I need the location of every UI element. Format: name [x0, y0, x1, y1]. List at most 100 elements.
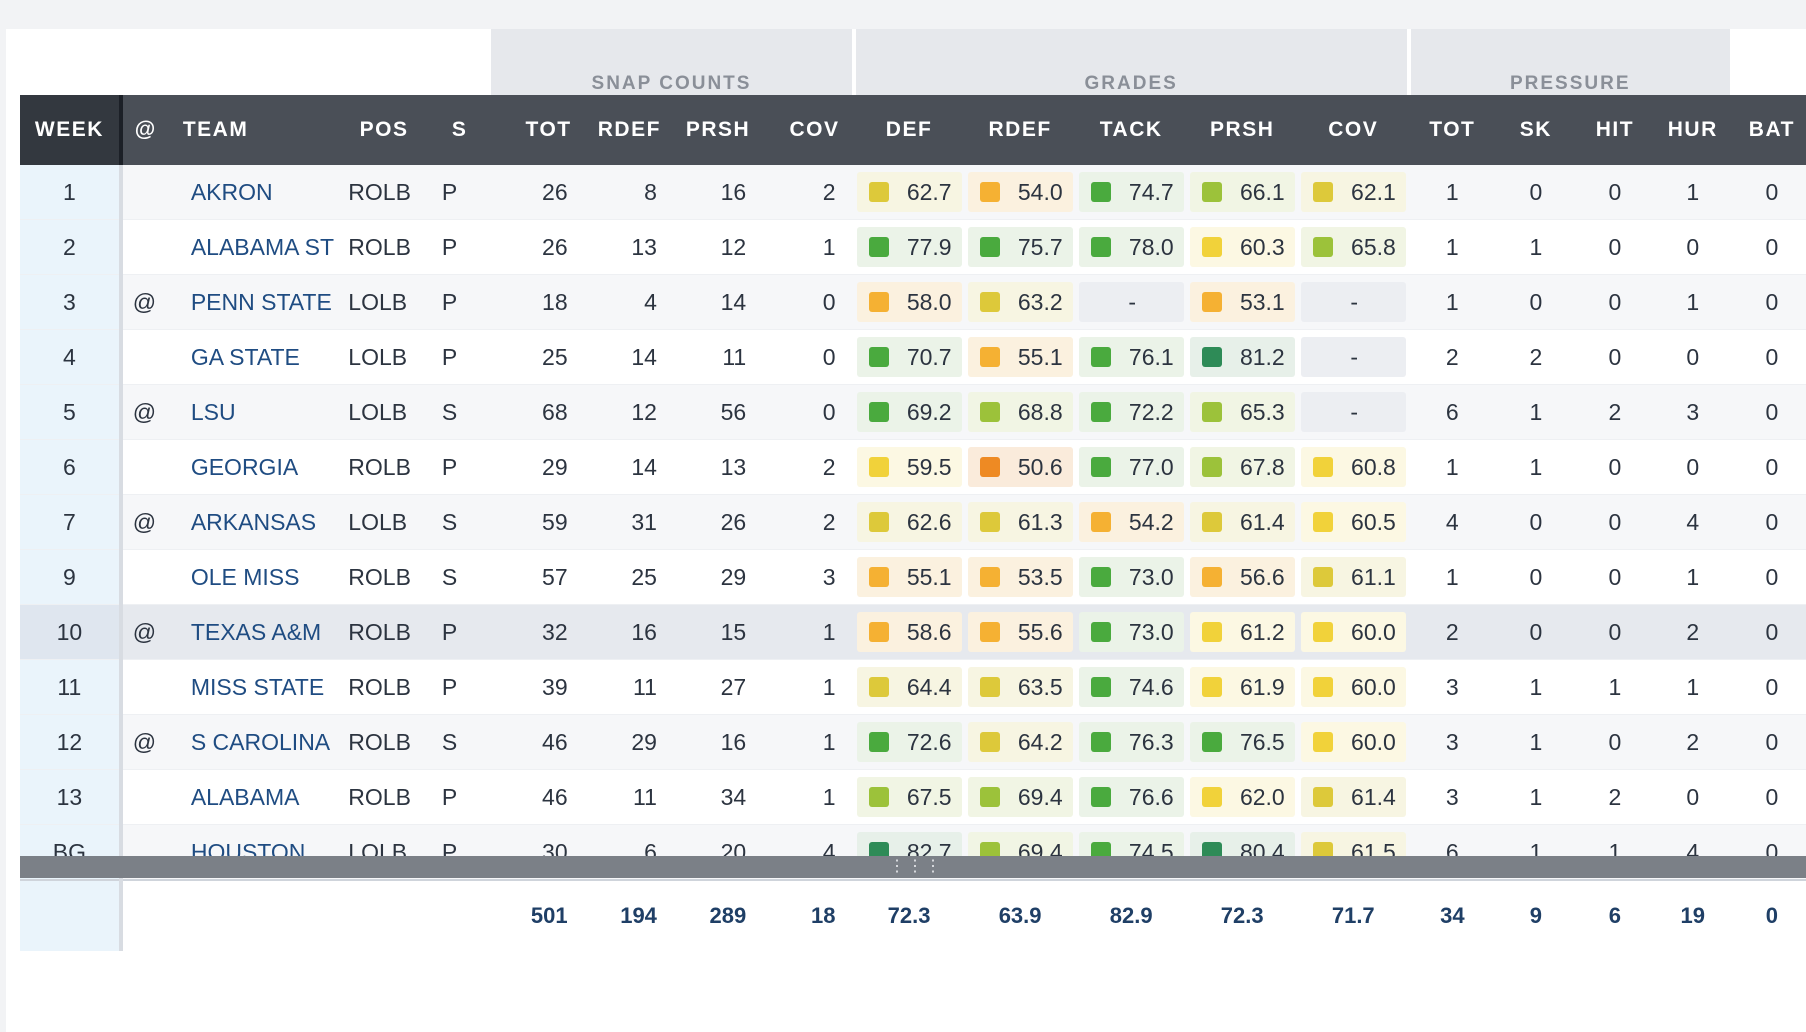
grade-chip: -: [1300, 282, 1406, 322]
team-link[interactable]: ALABAMA: [168, 769, 339, 825]
away-marker-cell: [120, 549, 169, 605]
stats-panel: SNAP COUNTS GRADES PRESSURE WEEK @ TEAM …: [6, 29, 1806, 1032]
position-cell: ROLB: [338, 165, 430, 220]
grade-cov-cell: 65.8: [1297, 219, 1409, 275]
grade-color-swatch: [1090, 237, 1111, 257]
grade-tack-cell: 74.7: [1075, 165, 1187, 220]
table-row[interactable]: 11 MISS STATE ROLB P 39 11 27 1 64.4 63.5 74.6 61.9…: [20, 659, 1806, 715]
table-row[interactable]: 12 @ S CAROLINA ROLB S 46 29 16 1 72.6 64.2 76.3 76.…: [20, 714, 1806, 770]
col-grade-tack[interactable]: TACK: [1075, 95, 1187, 165]
col-snap-cov[interactable]: COV: [764, 95, 854, 165]
snap-prsh-cell: 34: [674, 769, 765, 825]
start-cell: P: [429, 604, 490, 660]
grade-value: 56.6: [1239, 563, 1285, 590]
team-link[interactable]: ARKANSAS: [168, 494, 339, 550]
col-pressure-hur[interactable]: HUR: [1653, 95, 1732, 165]
pressure-hit-cell: 0: [1575, 219, 1654, 275]
grade-chip: 67.5: [856, 777, 962, 817]
pressure-hur-cell: 1: [1653, 549, 1732, 605]
grade-tack-cell: 77.0: [1075, 439, 1187, 495]
pressure-hur-cell: 0: [1653, 219, 1732, 275]
pressure-tot-cell: 1: [1408, 549, 1496, 605]
col-s[interactable]: S: [429, 95, 490, 165]
col-pos[interactable]: POS: [338, 95, 430, 165]
grade-tack-cell: 76.1: [1075, 329, 1187, 385]
col-snap-rdef[interactable]: RDEF: [585, 95, 675, 165]
grade-color-swatch: [1201, 457, 1222, 477]
snap-tot-cell: 25: [489, 329, 586, 385]
snap-cov-cell: 1: [764, 714, 854, 770]
table-row[interactable]: 5 @ LSU LOLB S 68 12 56 0 69.2 68.8 72.2 65.3-6 1 2 3 0: [20, 384, 1806, 440]
table-row[interactable]: 13 ALABAMA ROLB P 46 11 34 1 67.5 69.4 76.6 62.0 61.…: [20, 769, 1806, 825]
snap-tot-cell: 46: [489, 714, 586, 770]
grade-chip: 55.6: [967, 612, 1073, 652]
pressure-tot-cell: 1: [1408, 274, 1496, 330]
grade-value: 61.2: [1239, 618, 1285, 645]
col-at[interactable]: @: [120, 95, 169, 165]
team-link[interactable]: MISS STATE: [168, 659, 339, 715]
grade-chip: 77.0: [1078, 447, 1184, 487]
team-link[interactable]: GA STATE: [168, 329, 339, 385]
team-link[interactable]: LSU: [168, 384, 339, 440]
grade-value: 67.5: [906, 783, 952, 810]
pressure-tot-cell: 3: [1408, 659, 1496, 715]
team-link[interactable]: ALABAMA ST: [168, 219, 339, 275]
grade-prsh-cell: 62.0: [1186, 769, 1298, 825]
table-row[interactable]: 3 @ PENN STATE LOLB P 18 4 14 0 58.0 63.2-53.1-1 0 0…: [20, 274, 1806, 330]
grade-value: 62.1: [1351, 178, 1396, 205]
grade-chip: 72.6: [856, 722, 962, 762]
table-row[interactable]: 7 @ ARKANSAS LOLB S 59 31 26 2 62.6 61.3 54.2 61.4 60…: [20, 494, 1806, 550]
grade-color-swatch: [1312, 512, 1333, 532]
totals-row: 501 194 289 18 72.3 63.9 82.9 72.3 71.7 …: [20, 879, 1806, 951]
table-row[interactable]: 4 GA STATE LOLB P 25 14 11 0 70.7 55.1 76.1 81.2-2 2…: [20, 329, 1806, 385]
col-snap-prsh[interactable]: PRSH: [674, 95, 765, 165]
snap-cov-cell: 1: [764, 604, 854, 660]
table-row[interactable]: 1 AKRON ROLB P 26 8 16 2 62.7 54.0 74.7 66.1 62.1 1 0 0…: [20, 165, 1806, 220]
table-row[interactable]: 9 OLE MISS ROLB S 57 25 29 3 55.1 53.5 73.0 56.6 61.…: [20, 549, 1806, 605]
scroll-grip-icon[interactable]: ⋮⋮⋮: [889, 858, 943, 875]
col-grade-rdef[interactable]: RDEF: [964, 95, 1076, 165]
table-row[interactable]: 2 ALABAMA ST ROLB P 26 13 12 1 77.9 75.7 78.0 60.3 6…: [20, 219, 1806, 275]
col-pressure-hit[interactable]: HIT: [1575, 95, 1654, 165]
team-link[interactable]: TEXAS A&M: [168, 604, 339, 660]
col-snap-tot[interactable]: TOT: [489, 95, 586, 165]
pressure-bat-cell: 0: [1731, 329, 1806, 385]
pressure-hit-cell: 0: [1575, 549, 1654, 605]
team-link[interactable]: PENN STATE: [168, 274, 339, 330]
team-link[interactable]: OLE MISS: [168, 549, 339, 605]
grade-rdef-cell: 55.6: [964, 604, 1076, 660]
col-pressure-tot[interactable]: TOT: [1408, 95, 1496, 165]
horizontal-scrollbar[interactable]: ⋮⋮⋮: [20, 856, 1806, 878]
team-link[interactable]: AKRON: [168, 165, 339, 220]
grade-value: -: [1128, 288, 1136, 315]
total-snap-rdef: 194: [585, 879, 675, 951]
grade-prsh-cell: 76.5: [1186, 714, 1298, 770]
pressure-hit-cell: 2: [1575, 769, 1654, 825]
pressure-bat-cell: 0: [1731, 274, 1806, 330]
grade-value: 61.1: [1351, 563, 1396, 590]
grade-chip: 54.2: [1078, 502, 1184, 542]
team-link[interactable]: GEORGIA: [168, 439, 339, 495]
grade-chip: 59.5: [856, 447, 962, 487]
col-pressure-sk[interactable]: SK: [1495, 95, 1576, 165]
grade-chip: 74.6: [1078, 667, 1184, 707]
group-grades: GRADES: [851, 29, 1411, 95]
position-cell: ROLB: [338, 219, 430, 275]
grade-prsh-cell: 65.3: [1186, 384, 1298, 440]
col-grade-cov[interactable]: COV: [1297, 95, 1409, 165]
grade-color-swatch: [868, 567, 889, 587]
grade-chip: 61.1: [1300, 557, 1406, 597]
grade-color-swatch: [979, 292, 1000, 312]
grade-chip: -: [1300, 392, 1406, 432]
col-pressure-bat[interactable]: BAT: [1731, 95, 1806, 165]
away-marker-cell: @: [120, 714, 169, 770]
col-grade-def[interactable]: DEF: [853, 95, 965, 165]
table-row[interactable]: 6 GEORGIA ROLB P 29 14 13 2 59.5 50.6 77.0 67.8 60.8…: [20, 439, 1806, 495]
col-team[interactable]: TEAM: [168, 95, 339, 165]
col-grade-prsh[interactable]: PRSH: [1186, 95, 1298, 165]
col-week[interactable]: WEEK: [20, 95, 123, 165]
table-row[interactable]: 10 @ TEXAS A&M ROLB P 32 16 15 1 58.6 55.6 73.0 61.2…: [20, 604, 1806, 660]
snap-tot-cell: 32: [489, 604, 586, 660]
team-link[interactable]: S CAROLINA: [168, 714, 339, 770]
grade-chip: 53.5: [967, 557, 1073, 597]
